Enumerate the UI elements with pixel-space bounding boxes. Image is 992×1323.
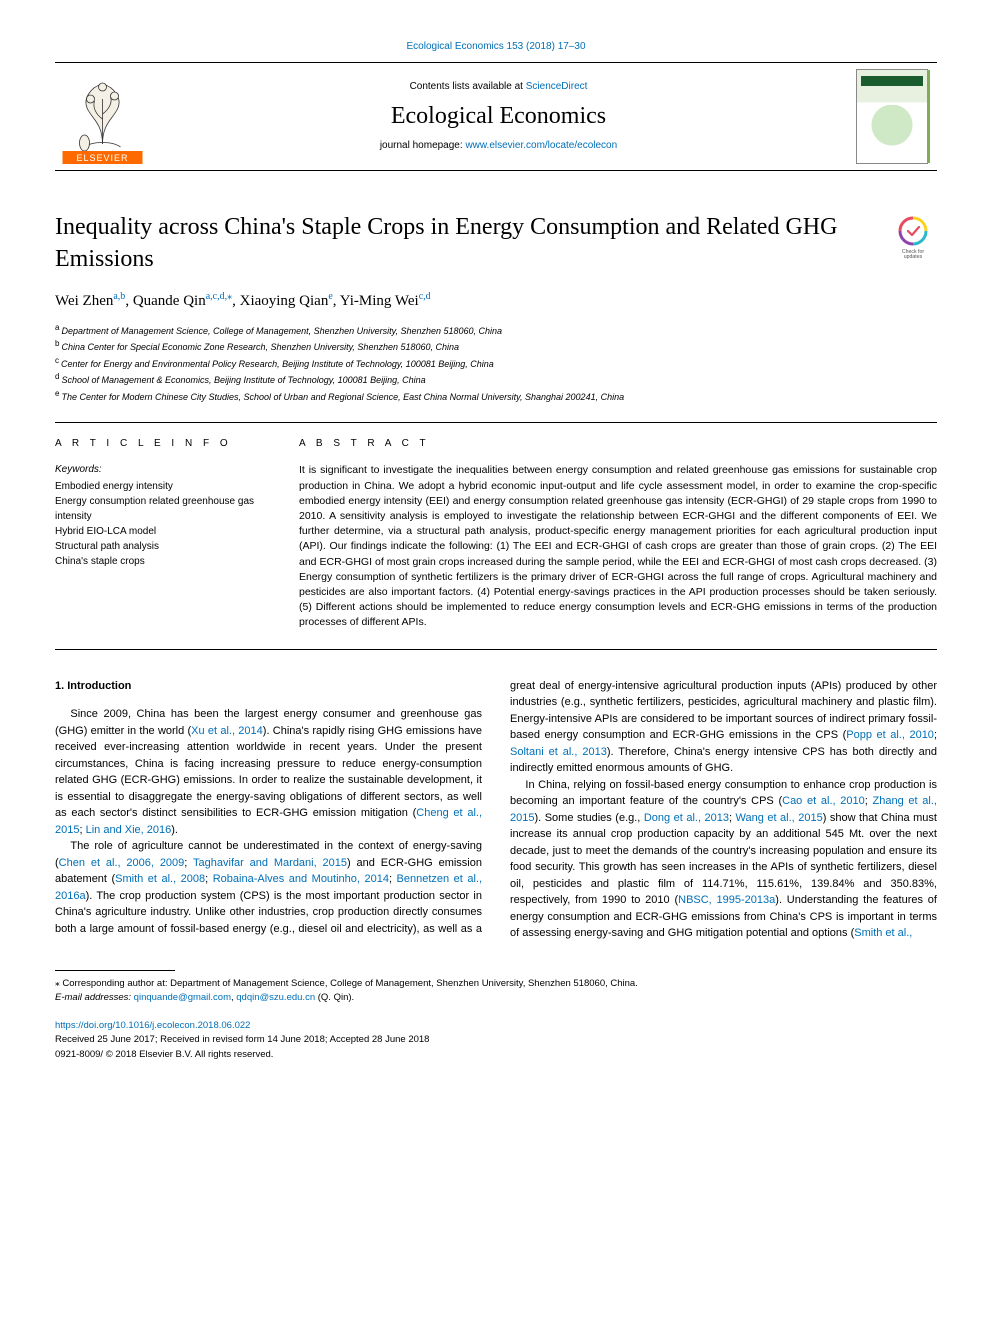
affiliation-text: The Center for Modern Chinese City Studi… [61,392,624,402]
keywords-label: Keywords: [55,463,265,477]
divider [55,649,937,650]
homepage-prefix: journal homepage: [380,140,466,151]
author-affiliation-link[interactable]: c,d [419,291,431,302]
abstract-text: It is significant to investigate the ine… [299,463,937,630]
abstract-heading: A B S T R A C T [299,437,937,451]
keyword: Structural path analysis [55,539,265,554]
body-paragraph: Since 2009, China has been the largest e… [55,706,482,838]
email-link[interactable]: qinquande@gmail.com [134,992,231,1003]
affiliation-sup: e [55,389,59,398]
check-for-updates-button[interactable]: Check for updates [889,211,937,259]
citation-line: Ecological Economics 153 (2018) 17–30 [55,40,937,54]
svg-text:updates: updates [904,254,923,259]
affiliation-line: cCenter for Energy and Environmental Pol… [55,355,937,372]
corresponding-author-footnote: ⁎ Corresponding author at: Department of… [55,977,937,991]
affiliation-sup: b [55,339,59,348]
citation-link[interactable]: Wang et al., 2015 [736,812,823,824]
author-affiliation-link[interactable]: e [328,291,332,302]
body-text-span: ; [934,729,937,741]
body-paragraph: In China, relying on fossil-based energy… [510,777,937,942]
affiliation-text: Center for Energy and Environmental Poli… [61,359,494,369]
affiliation-line: aDepartment of Management Science, Colle… [55,322,937,339]
email-footnote: E-mail addresses: qinquande@gmail.com, q… [55,991,937,1005]
citation-link[interactable]: Soltani et al., 2013 [510,746,607,758]
affiliation-text: China Center for Special Economic Zone R… [61,342,459,352]
abstract-column: A B S T R A C T It is significant to inv… [299,437,937,630]
doi-link[interactable]: https://doi.org/10.1016/j.ecolecon.2018.… [55,1020,250,1031]
affiliation-sup: c [55,356,59,365]
citation-link[interactable]: Smith et al., [854,927,912,939]
article-title: Inequality across China's Staple Crops i… [55,211,879,276]
citation-link[interactable]: Lin and Xie, 2016 [86,824,172,836]
journal-homepage-link[interactable]: www.elsevier.com/locate/ecolecon [465,140,617,151]
footnotes: ⁎ Corresponding author at: Department of… [55,977,937,1006]
affiliation-sup: d [55,372,59,381]
affiliations-block: aDepartment of Management Science, Colle… [55,322,937,405]
journal-header: ELSEVIER Contents lists available at Sci… [55,62,937,171]
journal-homepage-line: journal homepage: www.elsevier.com/locat… [150,139,847,153]
citation-link[interactable]: Smith et al., 2008 [115,873,205,885]
doi-block: https://doi.org/10.1016/j.ecolecon.2018.… [55,1019,937,1062]
affiliation-text: School of Management & Economics, Beijin… [61,375,425,385]
authors-line: Wei Zhena,b, Quande Qina,c,d,⁎, Xiaoying… [55,290,937,312]
citation-link[interactable]: Popp et al., 2010 [846,729,934,741]
section-heading: 1. Introduction [55,678,482,695]
body-text-span: ). [171,824,178,836]
article-info-column: A R T I C L E I N F O Keywords: Embodied… [55,437,265,630]
affiliation-line: eThe Center for Modern Chinese City Stud… [55,388,937,405]
publisher-logo: ELSEVIER [55,69,150,164]
citation-link[interactable]: Xu et al., 2014 [191,725,263,737]
affiliation-sup: a [55,323,59,332]
journal-name: Ecological Economics [150,100,847,134]
affiliation-line: bChina Center for Special Economic Zone … [55,338,937,355]
author-affiliation-link[interactable]: a,b [113,291,125,302]
body-text-span: ; [205,873,213,885]
citation-link[interactable]: NBSC, 1995-2013a [678,894,775,906]
body-text-span: ; [184,857,193,869]
svg-text:ELSEVIER: ELSEVIER [76,153,128,163]
email-label: E-mail addresses: [55,992,134,1003]
author-name: Quande Qin [133,293,206,309]
author-affiliation-link[interactable]: a,c,d, [206,291,227,302]
citation-link[interactable]: Chen et al., 2006, 2009 [59,857,185,869]
citation-link[interactable]: Dong et al., 2013 [644,812,729,824]
citation-link[interactable]: Ecological Economics 153 (2018) 17–30 [407,41,586,52]
keyword: Energy consumption related greenhouse ga… [55,494,265,524]
body-text-span: ) show that China must increase its annu… [510,812,937,907]
elsevier-tree-icon: ELSEVIER [60,69,145,164]
article-info-heading: A R T I C L E I N F O [55,437,265,451]
body-text: 1. Introduction Since 2009, China has be… [55,678,937,942]
keyword: Embodied energy intensity [55,479,265,494]
email-suffix: (Q. Qin). [315,992,354,1003]
email-link[interactable]: qdqin@szu.edu.cn [236,992,315,1003]
footnote-divider [55,970,175,971]
keywords-list: Embodied energy intensity Energy consump… [55,479,265,569]
body-text-span: ). China's rapidly rising GHG emissions … [55,725,482,820]
author-name: Xiaoying Qian [240,293,329,309]
body-text-span: ; [865,795,873,807]
corresponding-author-marker[interactable]: ⁎ [227,291,232,302]
article-history: Received 25 June 2017; Received in revis… [55,1033,937,1047]
crossmark-icon: Check for updates [889,211,937,259]
keyword: China's staple crops [55,554,265,569]
keyword: Hybrid EIO-LCA model [55,524,265,539]
affiliation-text: Department of Management Science, Colleg… [61,326,502,336]
citation-link[interactable]: Robaina-Alves and Moutinho, 2014 [213,873,389,885]
citation-link[interactable]: Taghavifar and Mardani, 2015 [193,857,347,869]
corresponding-text: Corresponding author at: Department of M… [60,978,638,989]
author-name: Yi-Ming Wei [340,293,419,309]
body-text-span: ; [389,873,397,885]
sciencedirect-link[interactable]: ScienceDirect [526,81,588,92]
affiliation-line: dSchool of Management & Economics, Beiji… [55,371,937,388]
copyright-line: 0921-8009/ © 2018 Elsevier B.V. All righ… [55,1048,937,1062]
contents-available-line: Contents lists available at ScienceDirec… [150,80,847,94]
body-text-span: ). Some studies (e.g., [534,812,643,824]
contents-prefix: Contents lists available at [410,81,526,92]
author-name: Wei Zhen [55,293,113,309]
divider [55,422,937,423]
journal-cover-thumb [847,69,937,164]
citation-link[interactable]: Cao et al., 2010 [782,795,865,807]
